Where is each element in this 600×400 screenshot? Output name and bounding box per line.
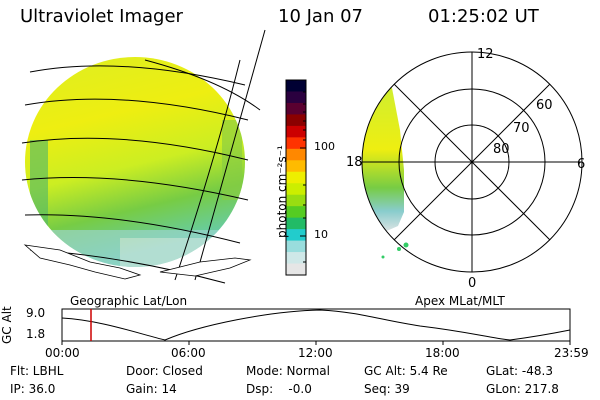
observation-time: 01:25:02 UT: [428, 6, 539, 27]
colorbar-tick-100: 100: [314, 140, 335, 153]
altitude-y-label: GC Alt: [0, 306, 14, 344]
mlt-label-18: 18: [346, 155, 363, 170]
colorbar-swatch: [286, 217, 306, 230]
colorbar-swatch: [286, 183, 306, 196]
colorbar-swatch: [286, 102, 306, 116]
colorbar-swatch: [286, 114, 306, 127]
colorbar-swatch: [286, 148, 306, 161]
app-title: Ultraviolet Imager: [20, 6, 183, 27]
emission-dot: [403, 242, 409, 248]
info-seq: Seq: 39: [364, 382, 410, 396]
info-door: Door: Closed: [126, 364, 203, 378]
lat-label-60: 60: [536, 98, 553, 113]
colorbar-swatch: [286, 171, 306, 184]
altitude-y-tick-max: 9.0: [26, 306, 46, 320]
lat-lon-grid: [21, 29, 266, 284]
colorbar-swatch: [286, 194, 306, 207]
polar-panel-label: Apex MLat/MLT: [415, 294, 505, 308]
colorbar-swatch: [286, 252, 306, 265]
auroral-emission: [362, 80, 404, 234]
colorbar-tick-10: 10: [314, 228, 328, 241]
altitude-x-tick: 23:59: [554, 346, 589, 360]
lat-label-80: 80: [493, 142, 510, 157]
info-filter: Flt: LBHL: [10, 364, 64, 378]
coastline: [23, 244, 252, 280]
info-dsp: Dsp: -0.0: [246, 382, 312, 396]
colorbar-swatch: [286, 125, 306, 138]
altitude-curve: [61, 309, 571, 341]
altitude-x-tick: 18:00: [425, 346, 460, 360]
earth-disk: [25, 57, 245, 267]
emission-dot: [397, 247, 401, 251]
mlt-label-6: 6: [577, 157, 586, 172]
colorbar-swatch: [286, 80, 306, 93]
altitude-x-tick: 06:00: [171, 346, 206, 360]
altitude-x-ticks: [61, 341, 571, 345]
info-gain: Gain: 14: [126, 382, 177, 396]
info-gc-alt: GC Alt: 5.4 Re: [364, 364, 448, 378]
lat-label-70: 70: [513, 121, 530, 136]
altitude-y-tick-min: 1.8: [26, 327, 46, 341]
colorbar-swatch: [286, 137, 306, 150]
altitude-x-tick: 00:00: [45, 346, 80, 360]
info-glon: GLon: 217.8: [486, 382, 559, 396]
geo-panel-label: Geographic Lat/Lon: [70, 294, 188, 308]
colorbar-swatch: [286, 160, 306, 173]
mlt-label-0: 0: [468, 276, 477, 291]
colorbar-swatch: [286, 206, 306, 219]
colorbar-swatch: [286, 263, 306, 276]
emission-dot: [381, 255, 385, 259]
info-mode: Mode: Normal: [246, 364, 330, 378]
altitude-plot-frame: [61, 308, 571, 342]
mlt-label-12: 12: [477, 47, 494, 62]
colorbar-ticks: [300, 91, 306, 263]
colorbar-swatch: [286, 229, 306, 242]
colorbar-swatch: [286, 240, 306, 253]
info-glat: GLat: -48.3: [486, 364, 553, 378]
observation-date: 10 Jan 07: [278, 6, 363, 27]
colorbar-frame: [285, 79, 307, 276]
altitude-x-tick: 12:00: [298, 346, 333, 360]
colorbar-gradient: [286, 80, 306, 276]
polar-meridian: [393, 83, 551, 241]
info-ip: IP: 36.0: [10, 382, 56, 396]
colorbar-swatch: [286, 91, 306, 104]
